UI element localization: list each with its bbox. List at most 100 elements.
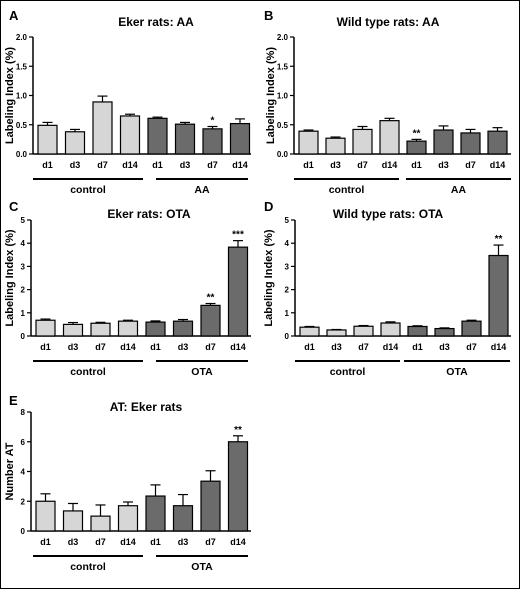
panel-a-x-tick-label: d1 (152, 160, 163, 170)
panel-b-y-tick-label: 1.5 (277, 62, 289, 71)
panel-c-y-tick-label: 1 (21, 309, 26, 318)
panel-e-y-tick-label: 8 (21, 408, 26, 417)
panel-c-title: Eker rats: OTA (107, 207, 190, 221)
panel-c-y-tick-label: 4 (21, 239, 26, 248)
panel-d-bar (488, 254, 509, 337)
panel-c-x-tick-label: d1 (40, 342, 51, 352)
panel-b-x-tick-label: d3 (330, 160, 341, 170)
panel-d-title: Wild type rats: OTA (333, 207, 444, 221)
panel-d-group-label: control (330, 366, 366, 378)
panel-c-x-tick-label: d3 (178, 342, 189, 352)
panel-c-group-label: control (70, 366, 106, 378)
panel-e-y-tick-label: 6 (21, 438, 26, 447)
panel-c-x-tick-label: d14 (230, 342, 246, 352)
panel-d-x-tick-label: d3 (439, 342, 450, 352)
panel-a-y-tick-label: 1.5 (16, 62, 28, 71)
panel-e-x-tick-label: d1 (150, 537, 161, 547)
panel-b-x-tick-label: d7 (465, 160, 476, 170)
panel-b-x-tick-label: d1 (303, 160, 314, 170)
panel-b-significance-marker: ** (413, 128, 421, 139)
panel-d-bar (326, 329, 347, 337)
panel-c-y-tick-label: 3 (21, 262, 26, 271)
panel-d-x-tick-label: d14 (491, 342, 507, 352)
panel-c-y-tick-label: 2 (21, 286, 26, 295)
panel-d-x-tick-label: d7 (358, 342, 369, 352)
panel-d-y-tick-label: 2 (285, 286, 290, 295)
panel-c-bar (35, 319, 56, 337)
panel-b-y-tick-label: 1.0 (277, 92, 289, 101)
panel-d-y-tick-label: 0 (285, 332, 290, 341)
panel-c-bar (62, 323, 84, 337)
panel-a-x-tick-label: d1 (42, 160, 53, 170)
panel-e-group-label: OTA (191, 561, 213, 573)
panel-b-y-tick-label: 0.0 (277, 150, 289, 159)
panel-e-bar (145, 495, 166, 532)
panel-e-bar (90, 515, 111, 532)
panel-c-bar (90, 322, 111, 337)
panel-d-y-tick-label: 4 (285, 239, 290, 248)
panel-b-group-label: control (329, 184, 365, 196)
panel-a-x-tick-label: d14 (122, 160, 138, 170)
panel-d-bar (407, 325, 428, 337)
panel-a-bar (202, 128, 223, 155)
panel-b-y-axis-label: Labeling Index (%) (265, 47, 277, 145)
panel-b-y-tick-label: 0.5 (277, 121, 289, 130)
panel-a-bar (64, 131, 86, 155)
panel-d-bar (380, 322, 401, 337)
panel-e-y-axis-label: Number AT (4, 442, 16, 500)
panel-b-bar (487, 130, 508, 155)
panel-a-y-tick-label: 1.0 (16, 92, 28, 101)
panel-c-bar (172, 320, 194, 337)
panel-e-bar (117, 505, 139, 532)
panel-e-label: E (9, 393, 18, 408)
panel-c-y-tick-label: 5 (21, 216, 26, 225)
panel-d-x-tick-label: d3 (331, 342, 342, 352)
panel-b-bar (460, 132, 481, 155)
panel-c-y-tick-label: 0 (21, 332, 26, 341)
panel-d-x-tick-label: d1 (412, 342, 423, 352)
panel-e-x-tick-label: d3 (178, 537, 189, 547)
panel-c-significance-marker: *** (232, 230, 244, 241)
panel-b-label: B (264, 8, 273, 23)
panel-a-title: Eker rats: AA (118, 15, 194, 29)
panel-a-x-tick-label: d14 (232, 160, 248, 170)
panel-b-group-label: AA (451, 184, 467, 196)
panel-e-bar (172, 505, 194, 532)
panel-d-label: D (264, 199, 273, 214)
panel-e-x-tick-label: d7 (95, 537, 106, 547)
panel-c-bar (145, 321, 166, 337)
panel-a-group-label: control (70, 184, 106, 196)
panel-c-y-axis-label: Labeling Index (%) (4, 229, 16, 327)
panel-c-bar (200, 304, 221, 337)
panel-d-bar (461, 320, 482, 337)
panel-c-group-label: OTA (191, 366, 213, 378)
panel-c-x-tick-label: d1 (150, 342, 161, 352)
panel-e-x-tick-label: d14 (230, 537, 246, 547)
panel-d-y-tick-label: 3 (285, 262, 290, 271)
panel-e-group-label: control (70, 561, 106, 573)
panel-e-x-tick-label: d14 (120, 537, 136, 547)
panel-d-bar (353, 325, 374, 337)
panel-a-x-tick-label: d7 (97, 160, 108, 170)
panel-a-bar (119, 115, 141, 155)
panel-e-significance-marker: ** (234, 425, 242, 436)
panel-c-x-tick-label: d3 (68, 342, 79, 352)
panel-a-bar (37, 124, 58, 155)
panel-e-y-tick-label: 0 (21, 527, 26, 536)
panel-b-y-tick-label: 2.0 (277, 33, 289, 42)
panel-e-y-tick-label: 2 (21, 497, 26, 506)
panel-b-bar (433, 129, 454, 155)
panel-b-x-tick-label: d7 (357, 160, 368, 170)
panel-d-x-tick-label: d1 (304, 342, 315, 352)
panel-b-x-tick-label: d3 (438, 160, 449, 170)
panel-a-group-label: AA (194, 184, 210, 196)
panel-e-title: AT: Eker rats (110, 400, 183, 414)
panel-c-x-tick-label: d14 (120, 342, 136, 352)
panel-c-bar (117, 320, 139, 337)
panel-b-x-tick-label: d14 (382, 160, 398, 170)
panel-d-x-tick-label: d14 (383, 342, 399, 352)
panel-e-y-tick-label: 4 (21, 468, 26, 477)
panel-a-x-tick-label: d3 (180, 160, 191, 170)
panel-e-x-tick-label: d1 (40, 537, 51, 547)
